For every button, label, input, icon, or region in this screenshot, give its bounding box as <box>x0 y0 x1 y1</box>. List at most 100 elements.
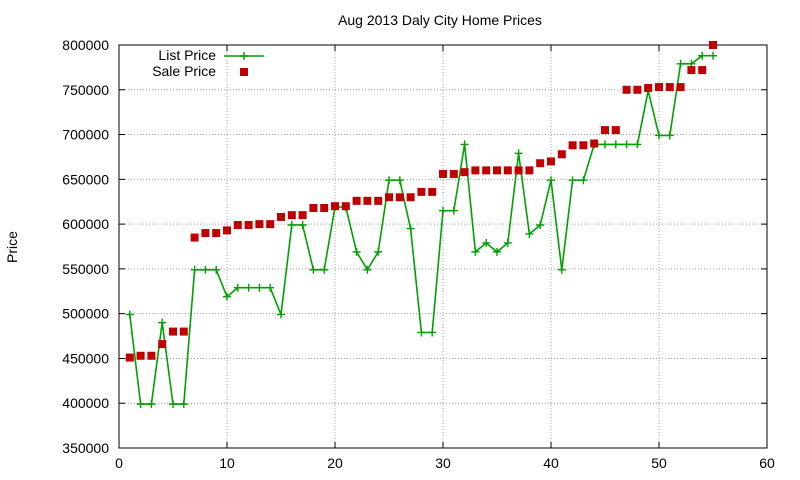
list-price-point <box>547 176 555 185</box>
list-price-point <box>147 400 156 409</box>
y-tick-label: 550000 <box>62 261 109 277</box>
series-layer <box>125 41 717 409</box>
list-price-point <box>244 283 253 292</box>
y-tick-label: 400000 <box>62 395 109 411</box>
y-tick-label: 700000 <box>62 127 109 143</box>
list-price-point <box>395 176 404 185</box>
sale-price-point <box>590 139 599 148</box>
x-tick-label: 40 <box>543 455 559 471</box>
series-list-price <box>125 51 717 409</box>
list-price-point <box>374 247 383 256</box>
list-price-point <box>698 51 707 60</box>
sale-price-point <box>374 196 383 205</box>
list-price-point <box>385 176 393 185</box>
list-price-point <box>525 229 534 238</box>
list-price-point <box>676 59 685 68</box>
y-tick-label: 750000 <box>62 82 109 98</box>
y-axis-label: Price <box>4 231 20 263</box>
list-price-point <box>158 318 167 327</box>
list-price-point <box>568 176 577 185</box>
list-price-point <box>428 328 437 337</box>
sale-price-point <box>676 83 685 92</box>
legend-label-list-price: List Price <box>158 47 216 63</box>
sale-price-point <box>244 221 253 230</box>
sale-price-point <box>136 351 145 360</box>
sale-price-point <box>233 221 242 230</box>
list-price-point <box>406 224 415 233</box>
sale-price-point <box>709 41 717 49</box>
sale-price-point <box>395 193 404 202</box>
list-price-point <box>223 292 231 301</box>
list-price-point <box>633 140 642 149</box>
list-price-point <box>190 265 199 274</box>
list-price-point <box>471 247 480 256</box>
list-price-point <box>309 265 318 274</box>
list-price-point <box>169 400 177 409</box>
sale-price-point <box>514 166 523 175</box>
list-price-point <box>482 238 491 247</box>
list-price-point <box>655 131 663 140</box>
plot-area-frame <box>118 44 768 449</box>
list-price-point <box>201 265 210 274</box>
sale-price-point <box>352 196 361 205</box>
sale-price-point <box>547 157 555 166</box>
list-price-point <box>449 206 458 215</box>
grid <box>119 45 767 448</box>
list-price-point <box>212 265 221 274</box>
list-price-point <box>503 238 512 247</box>
x-tick-label: 50 <box>651 455 667 471</box>
sale-price-point <box>201 229 210 238</box>
x-tick-label: 30 <box>435 455 451 471</box>
sale-price-point <box>266 220 275 229</box>
y-tick-label: 600000 <box>62 216 109 232</box>
list-price-point <box>709 51 717 60</box>
sale-price-point <box>179 327 188 336</box>
sale-price-point <box>320 203 329 212</box>
sale-price-point <box>385 193 393 202</box>
legend: List Price Sale Price <box>152 47 264 79</box>
sale-price-point <box>277 212 285 221</box>
list-price-point <box>125 310 134 319</box>
sale-price-point <box>190 233 199 242</box>
x-tick-label: 0 <box>115 455 123 471</box>
y-tick-label: 650000 <box>62 171 109 187</box>
sale-price-point <box>471 166 480 175</box>
list-price-point <box>536 221 545 230</box>
sale-price-point <box>287 211 296 220</box>
sale-price-point <box>579 141 588 150</box>
sale-price-point <box>406 193 415 202</box>
sale-price-point <box>449 169 458 178</box>
sale-price-point <box>147 351 156 360</box>
sale-price-point <box>341 202 350 211</box>
list-price-point <box>439 206 447 215</box>
list-price-point <box>493 247 501 256</box>
y-tick-label: 350000 <box>62 440 109 456</box>
list-price-point <box>460 140 469 149</box>
list-price-point <box>514 149 523 158</box>
list-price-point <box>611 140 620 149</box>
sale-price-point <box>223 226 231 235</box>
sale-price-point <box>687 66 696 75</box>
sale-price-point <box>665 83 674 92</box>
sale-price-point <box>633 85 642 94</box>
list-price-point <box>320 265 329 274</box>
sale-price-point <box>255 220 264 229</box>
sale-price-point <box>428 187 437 196</box>
sale-price-point <box>557 150 566 159</box>
list-price-point <box>417 328 426 337</box>
sale-price-point <box>698 66 707 75</box>
sale-price-point <box>169 327 177 336</box>
sale-price-point <box>298 211 307 220</box>
legend-label-sale-price: Sale Price <box>152 63 216 79</box>
sale-price-point <box>568 141 577 150</box>
sale-price-point <box>460 168 469 177</box>
sale-price-point <box>493 166 501 175</box>
sale-price-point <box>601 126 609 135</box>
sale-price-point <box>363 196 372 205</box>
list-price-point <box>298 221 307 230</box>
list-price-point <box>601 140 609 149</box>
sale-price-point <box>417 187 426 196</box>
list-price-point <box>352 247 361 256</box>
list-price-point <box>622 140 631 149</box>
